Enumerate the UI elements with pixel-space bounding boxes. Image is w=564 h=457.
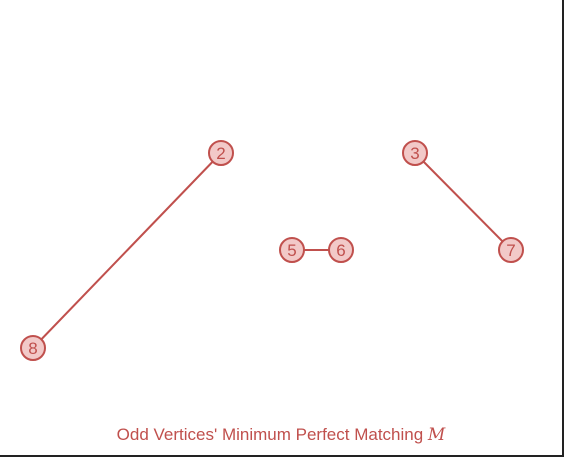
vertex-label: 6 (336, 241, 345, 260)
node-layer: 2 3 5 6 7 8 (20, 140, 524, 361)
vertex-8: 8 (20, 335, 46, 361)
vertex-6: 6 (328, 237, 354, 263)
edge-2-8 (32, 152, 222, 349)
vertex-5: 5 (279, 237, 305, 263)
vertex-circle (279, 237, 305, 263)
vertex-3: 3 (402, 140, 428, 166)
vertex-label: 8 (28, 339, 37, 358)
vertex-label: 5 (287, 241, 296, 260)
vertex-label: 2 (216, 144, 225, 163)
edge-layer (32, 152, 512, 349)
vertex-label: 3 (410, 144, 419, 163)
vertex-7: 7 (498, 237, 524, 263)
vertex-label: 7 (506, 241, 515, 260)
vertex-circle (208, 140, 234, 166)
figure-caption: Odd Vertices' Minimum Perfect Matching M (0, 425, 562, 445)
vertex-circle (328, 237, 354, 263)
vertex-circle (402, 140, 428, 166)
vertex-2: 2 (208, 140, 234, 166)
vertex-circle (498, 237, 524, 263)
caption-math-symbol: M (427, 425, 446, 445)
vertex-circle (20, 335, 46, 361)
caption-text: Odd Vertices' Minimum Perfect Matching (116, 425, 424, 444)
edge-3-7 (414, 152, 512, 251)
